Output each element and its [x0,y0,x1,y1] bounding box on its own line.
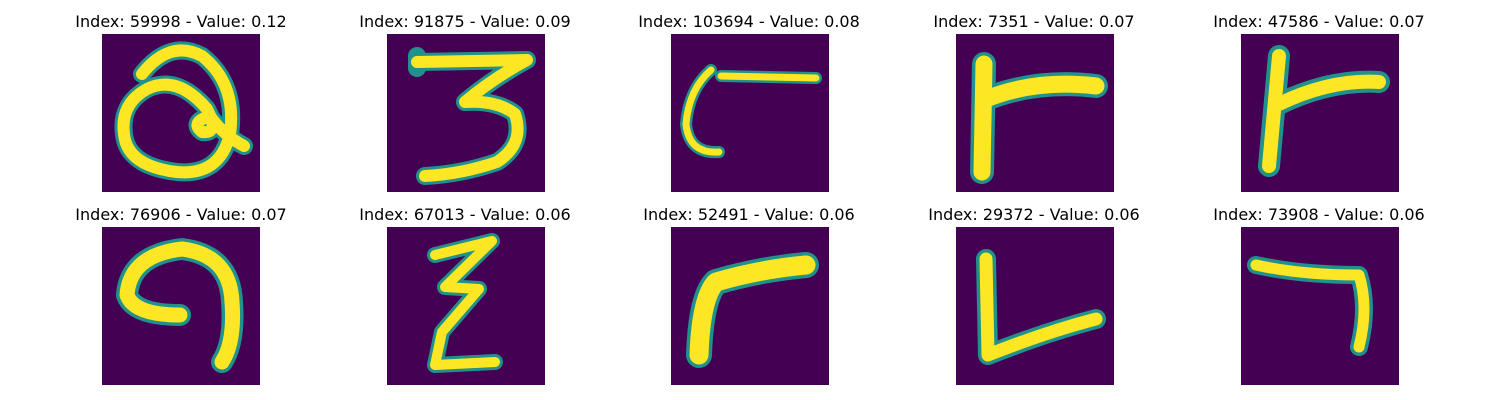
panel-title: Index: 7351 - Value: 0.07 [933,12,1135,31]
digit-image-hook-bar [671,34,829,192]
panel-title: Index: 47586 - Value: 0.07 [1213,12,1425,31]
panel-title: Index: 67013 - Value: 0.06 [359,205,571,224]
digit-image-looped-a [102,34,260,192]
panel-title: Index: 29372 - Value: 0.06 [928,205,1140,224]
panel-title: Index: 73908 - Value: 0.06 [1213,205,1425,224]
panel-title: Index: 59998 - Value: 0.12 [75,12,287,31]
digit-image-three [387,34,545,192]
digit-image-l-shape [956,227,1114,385]
digit-image-nine-loop [102,227,260,385]
panel-title: Index: 76906 - Value: 0.07 [75,205,287,224]
digit-image-r-shape [956,34,1114,192]
digit-image-zigzag [387,227,545,385]
panel-title: Index: 103694 - Value: 0.08 [638,12,860,31]
panel-title: Index: 52491 - Value: 0.06 [643,205,855,224]
digit-image-r-shape [1241,34,1399,192]
digit-image-seven-hook [1241,227,1399,385]
panel-title: Index: 91875 - Value: 0.09 [359,12,571,31]
digit-image-r-curve [671,227,829,385]
